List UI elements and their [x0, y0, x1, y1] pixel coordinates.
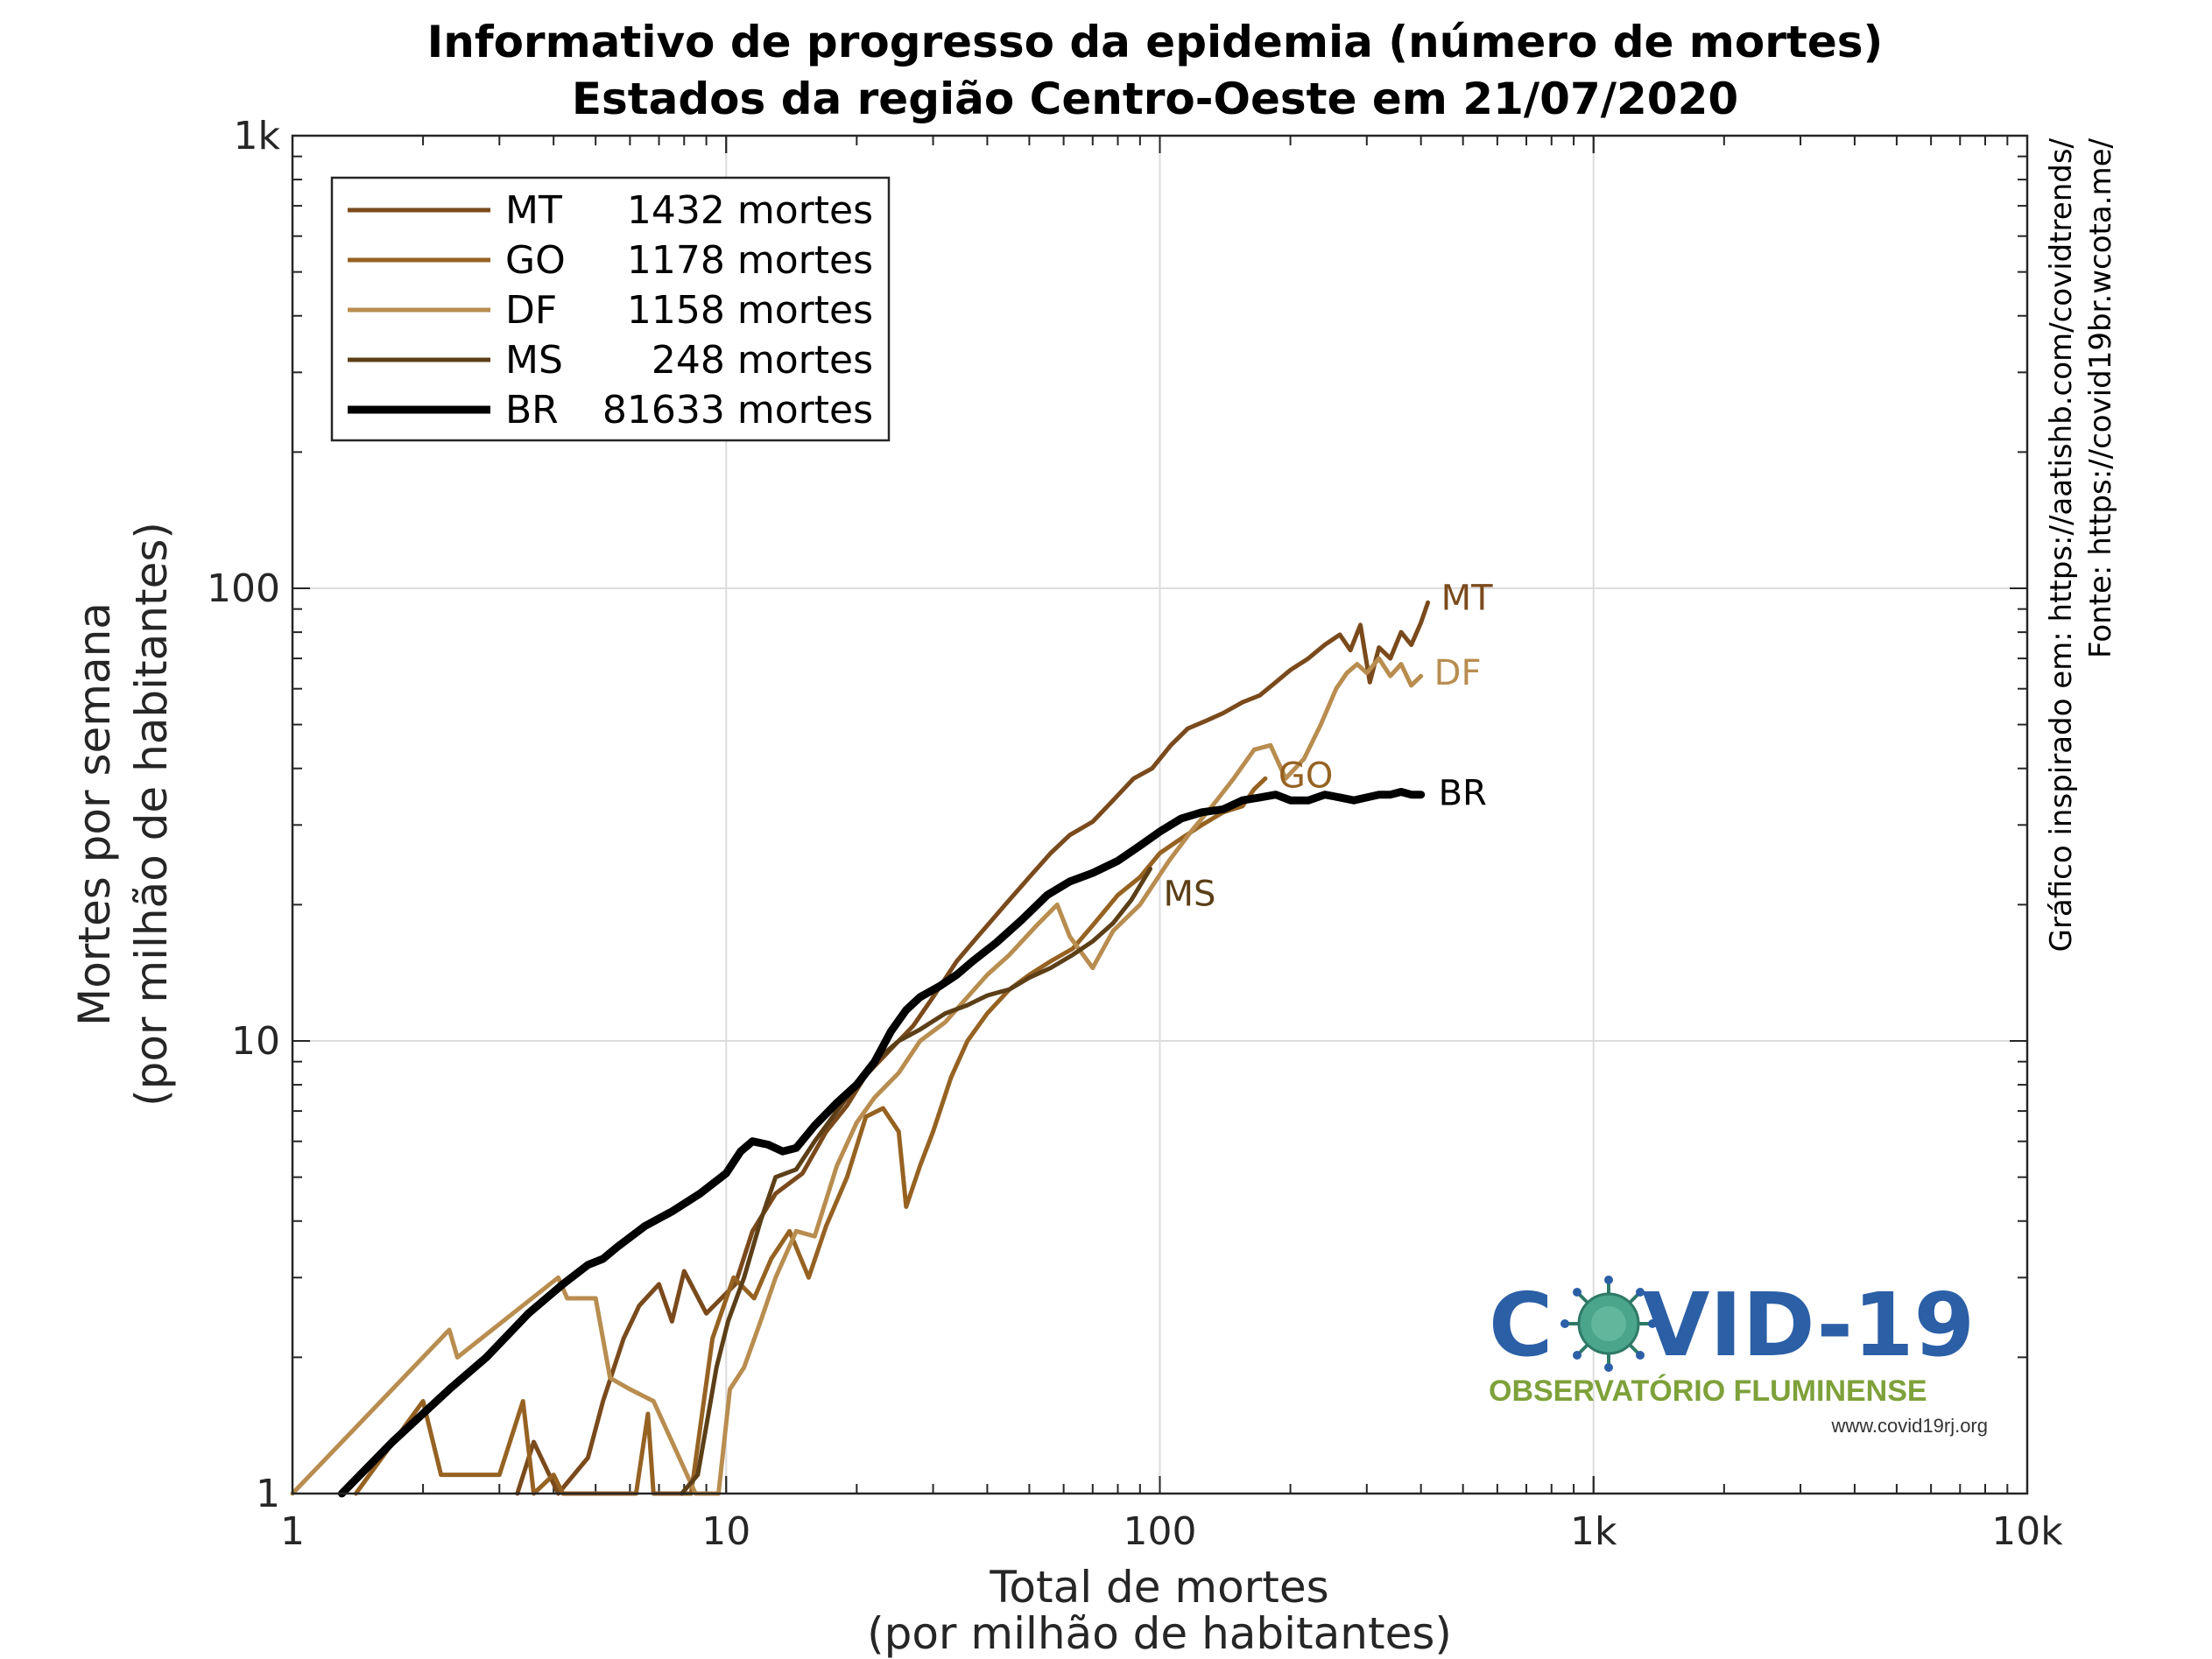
series-end-label-br: BR: [1439, 774, 1487, 814]
chart-title-line1: Informativo de progresso da epidemia (nú…: [427, 17, 1884, 67]
x-tick-label: 100: [1124, 1509, 1197, 1554]
covid19-observatorio-logo: C VID-19 OBSERVATÓRIO FLUMINENSE: [1489, 1274, 1988, 1437]
y-axis-label-line2: (por milhão de habitantes): [126, 522, 177, 1107]
x-tick-label: 10: [701, 1509, 750, 1554]
series-end-label-mt: MT: [1441, 578, 1494, 618]
series-line-br: [337, 788, 1426, 1498]
legend-label-go: GO: [505, 238, 566, 283]
legend-label-ms: MS: [505, 338, 563, 383]
logo-letter-c: C: [1489, 1274, 1553, 1376]
x-axis-label-line2: (por milhão de habitantes): [867, 1608, 1452, 1659]
plot-frame: [291, 134, 2029, 1495]
tick-labels: 1 10 100 1k 10k 1 10 100 1k: [207, 114, 2063, 1554]
series-lines: [290, 600, 1431, 1498]
y-tick-label: 1: [256, 1472, 280, 1516]
y-tick-label: 100: [207, 566, 280, 611]
series-end-labels: MT GO DF MS BR: [1163, 578, 1493, 914]
series-end-label-df: DF: [1434, 653, 1482, 693]
x-tick-label: 1k: [1570, 1509, 1617, 1554]
axis-ticks: [292, 135, 2028, 1494]
credit-line2: Fonte: https://covid19br.wcota.me/: [2083, 137, 2118, 658]
credit-line1: Gráfico inspirado em: https://aatishb.co…: [2044, 137, 2079, 952]
x-axis-label-line1: Total de mortes: [989, 1562, 1328, 1613]
legend-count-br: 81633 mortes: [602, 388, 873, 432]
series-line-ms: [680, 866, 1152, 1496]
legend-label-br: BR: [505, 388, 559, 432]
logo-subtitle: OBSERVATÓRIO FLUMINENSE: [1489, 1374, 1927, 1408]
legend-count-df: 1158 mortes: [627, 288, 873, 333]
legend: MT 1432 mortes GO 1178 mortes DF 1158 mortes M…: [330, 176, 891, 442]
legend-count-mt: 1432 mortes: [627, 188, 873, 233]
y-tick-label: 1k: [234, 114, 281, 158]
series-end-label-ms: MS: [1163, 874, 1215, 914]
series-end-label-go: GO: [1279, 756, 1333, 796]
virus-icon: [1560, 1276, 1657, 1372]
chart-title-line2: Estados da região Centro-Oeste em 21/07/…: [572, 74, 1738, 124]
x-tick-label: 1: [280, 1509, 305, 1554]
x-tick-label: 10k: [1991, 1509, 2063, 1554]
y-tick-label: 10: [231, 1019, 280, 1064]
legend-label-df: DF: [505, 288, 557, 333]
legend-count-ms: 248 mortes: [652, 338, 873, 383]
series-line-mt: [515, 600, 1431, 1496]
legend-count-go: 1178 mortes: [627, 238, 873, 283]
logo-main-text: VID-19: [1642, 1274, 1975, 1376]
logo-url: www.covid19rj.org: [1830, 1415, 1988, 1437]
y-axis-label-line1: Mortes por semana: [69, 602, 120, 1026]
series-line-go: [353, 776, 1268, 1496]
series-line-df: [290, 656, 1424, 1496]
legend-label-mt: MT: [505, 188, 562, 233]
